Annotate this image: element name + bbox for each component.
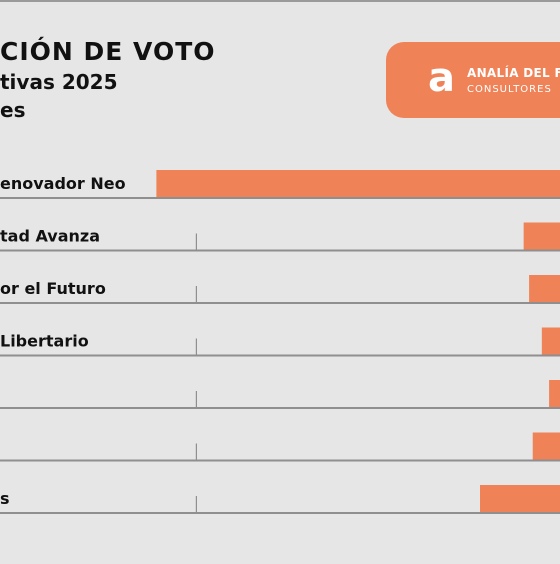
row-baseline	[0, 197, 560, 199]
logo-a-icon: a	[428, 55, 455, 101]
bar	[523, 222, 560, 250]
row-baseline	[0, 354, 560, 357]
top-border-line	[0, 0, 560, 2]
category-label: or el Futuro	[0, 279, 106, 298]
category-label: Libertario	[0, 332, 89, 351]
bar	[480, 485, 560, 512]
brand-logo: a ANALÍA DEL FR CONSULTORES	[386, 42, 560, 118]
row-baseline	[0, 459, 560, 462]
bar	[532, 432, 560, 460]
row-baseline	[0, 407, 560, 409]
chart-title: CIÓN DE VOTO	[0, 37, 216, 66]
row-baseline	[0, 512, 560, 514]
bar	[541, 327, 560, 355]
logo-subtitle: CONSULTORES	[467, 84, 552, 95]
row-baseline	[0, 249, 560, 252]
bar	[156, 170, 560, 197]
category-label: tad Avanza	[0, 227, 100, 246]
bar	[549, 380, 560, 407]
category-label: s	[0, 489, 10, 508]
logo-name: ANALÍA DEL FR	[467, 66, 560, 80]
chart-subtitle: tivas 2025	[0, 70, 118, 94]
bar	[529, 275, 560, 302]
chart-unit-line: es	[0, 98, 26, 122]
row-baseline	[0, 302, 560, 304]
category-label: enovador Neo	[0, 174, 126, 193]
